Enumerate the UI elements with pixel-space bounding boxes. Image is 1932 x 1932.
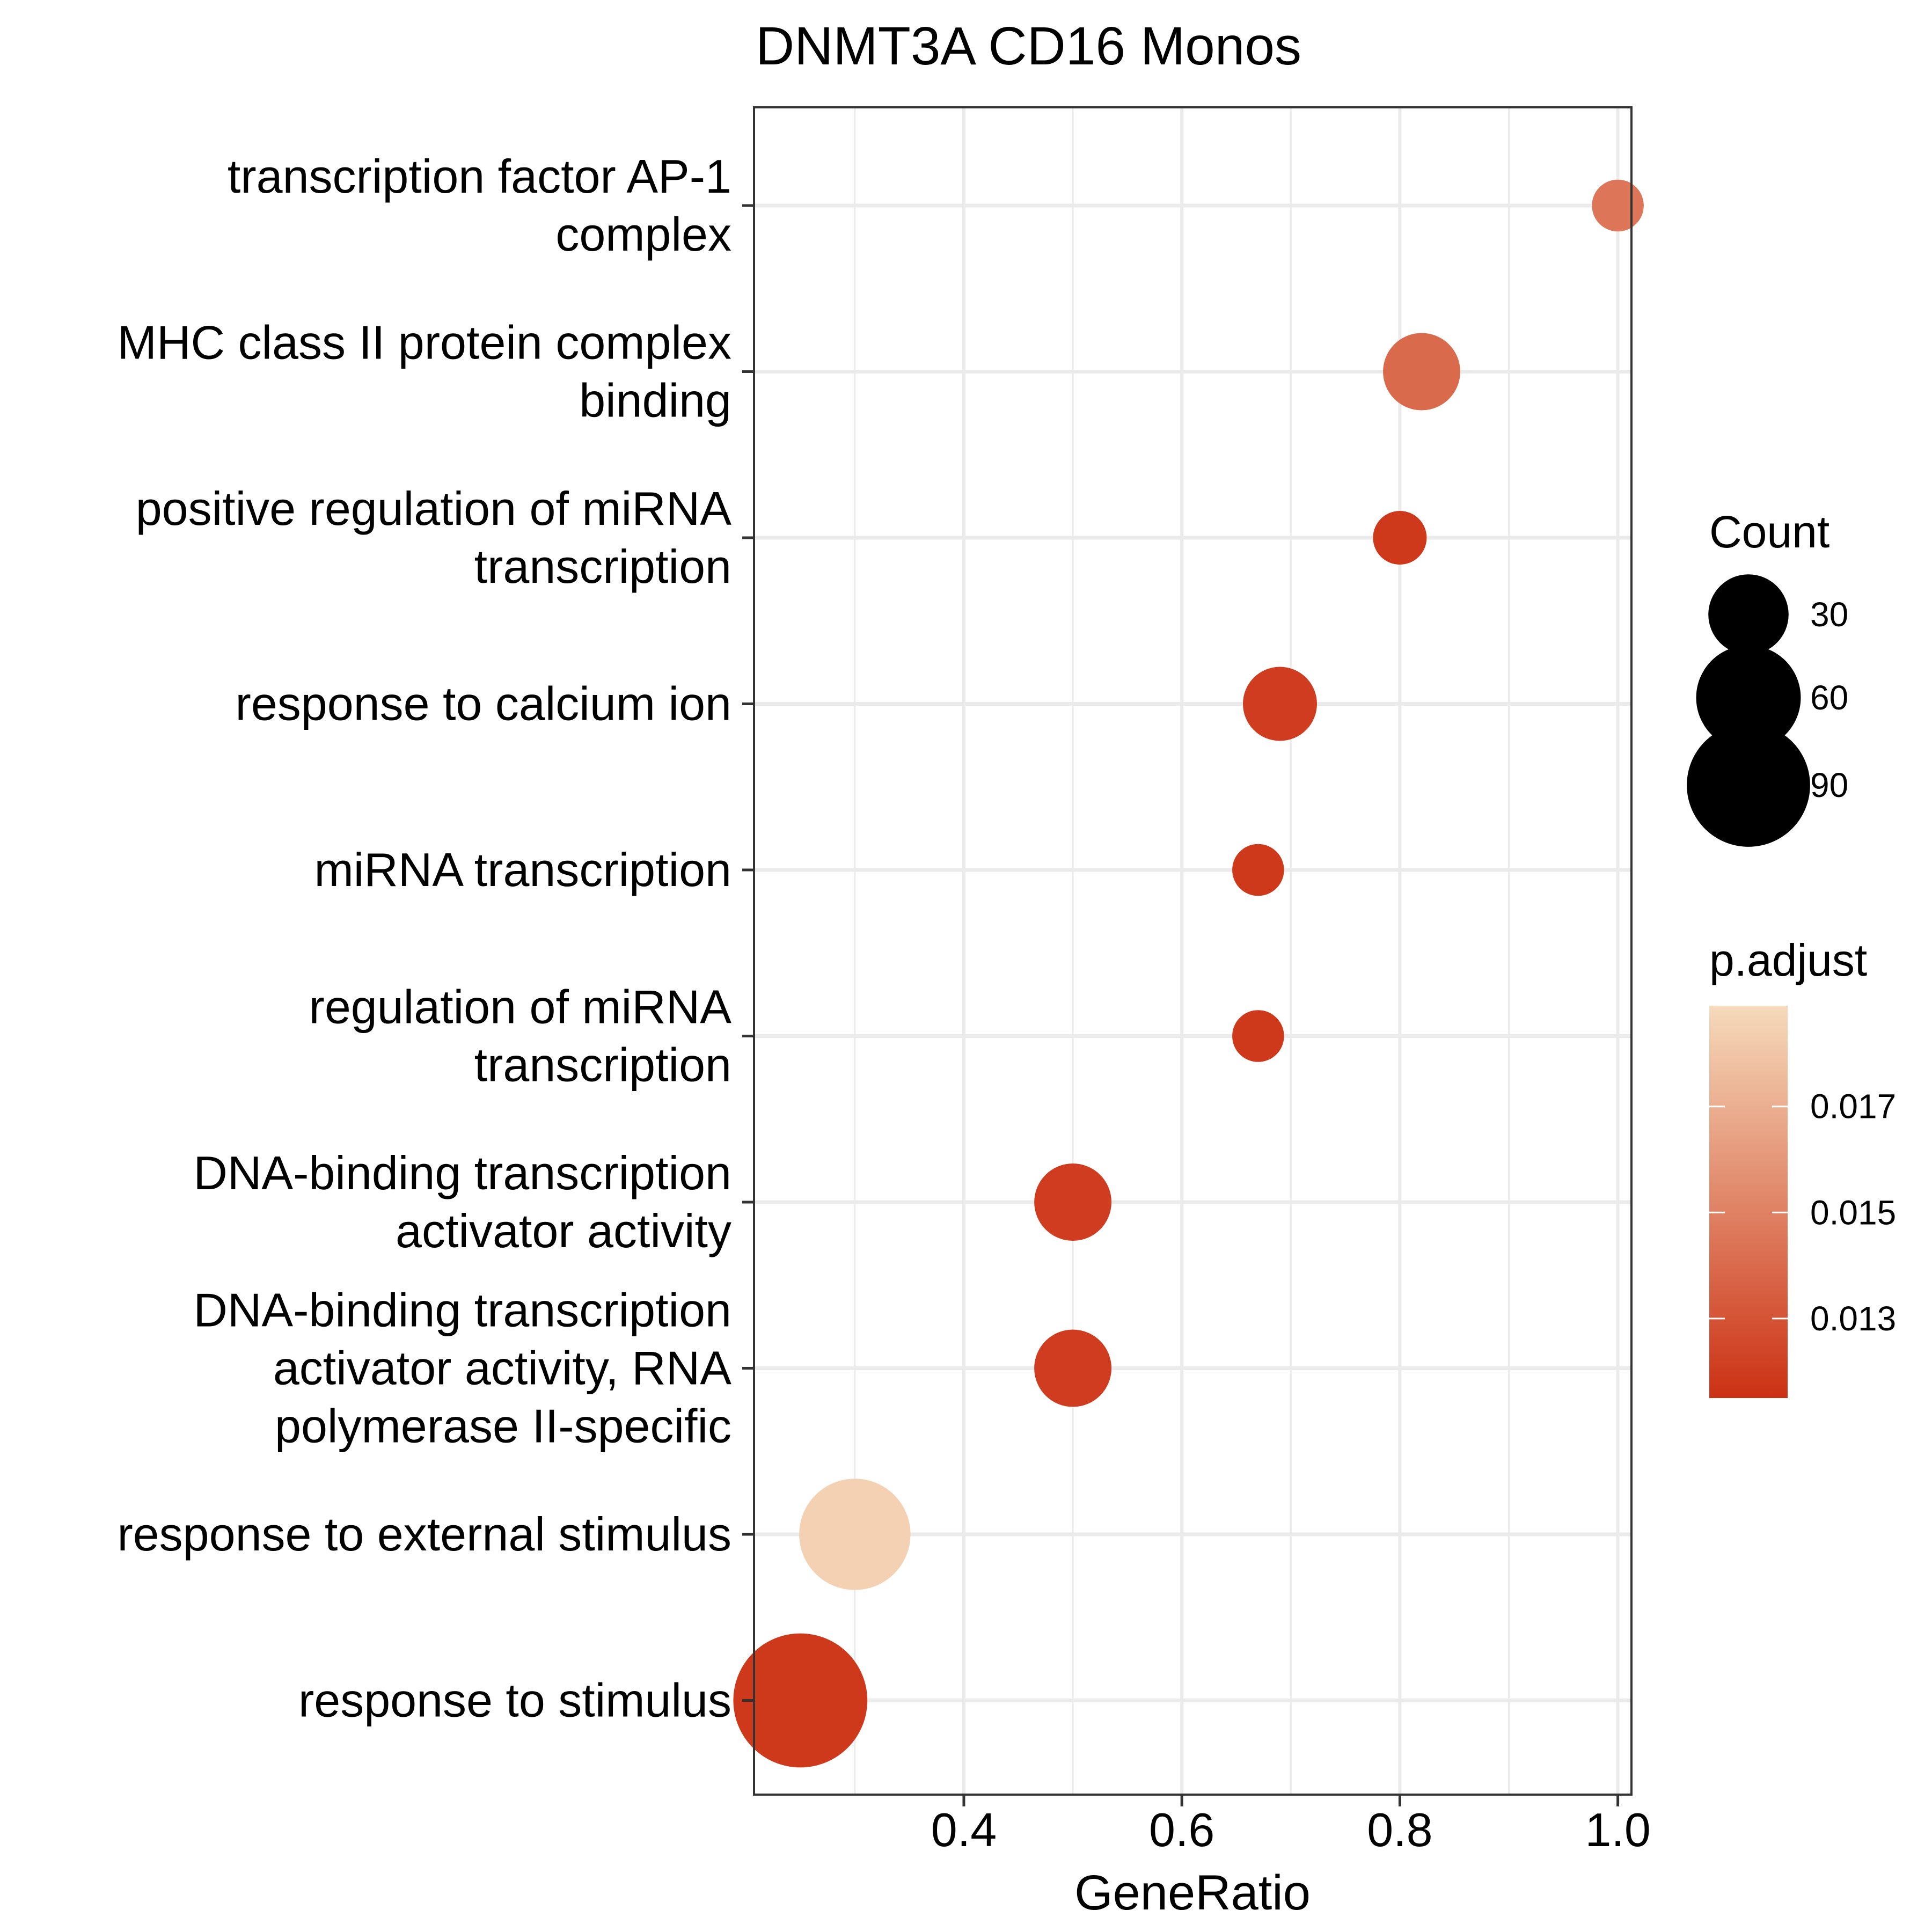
y-tick-label-line: transcription factor AP-1 (228, 150, 731, 203)
chart-title: DNMT3A CD16 Monos (756, 16, 1301, 76)
data-point (1232, 1010, 1284, 1062)
size-legend-label: 60 (1810, 678, 1848, 717)
x-tick-label: 0.4 (931, 1803, 997, 1856)
y-tick-label: miRNA transcription (314, 843, 731, 896)
y-tick-label-line: complex (555, 208, 731, 261)
plot-border (753, 106, 1633, 1796)
y-tick-label: response to stimulus (298, 1674, 731, 1727)
size-legend: Count 30 60 90 (1687, 507, 1848, 847)
y-tick-label: transcription factor AP-1 complex (228, 150, 731, 261)
data-point (1592, 179, 1644, 232)
data-point (1232, 844, 1284, 896)
size-legend-label: 30 (1810, 595, 1848, 634)
x-tick-label: 0.8 (1367, 1803, 1432, 1856)
data-point (1383, 333, 1460, 411)
y-tick-label-line: polymerase II-specific (275, 1400, 731, 1453)
y-tick-label: response to external stimulus (117, 1507, 731, 1561)
size-legend-label: 90 (1810, 766, 1848, 804)
y-tick-label-line: miRNA transcription (314, 843, 731, 896)
data-point (799, 1479, 911, 1590)
y-tick-label-line: activator activity, RNA (273, 1342, 731, 1395)
color-legend: p.adjust 0.013 0.015 0.017 (1709, 935, 1896, 1398)
data-point (1242, 667, 1317, 741)
data-point (1034, 1163, 1112, 1241)
y-tick-label: regulation of miRNA transcription (309, 980, 732, 1092)
y-tick-label-line: DNA-binding transcription (193, 1146, 731, 1199)
x-axis: 0.4 0.6 0.8 1.0 (931, 1795, 1651, 1856)
y-tick-label-line: response to external stimulus (117, 1507, 731, 1561)
y-tick-label: DNA-binding transcription activator activ… (193, 1146, 731, 1257)
color-legend-label: 0.017 (1810, 1087, 1896, 1126)
y-tick-label-line: response to calcium ion (236, 677, 731, 730)
y-tick-label: MHC class II protein complex binding (118, 316, 731, 427)
y-tick-label-line: DNA-binding transcription (193, 1284, 731, 1337)
y-tick-label: positive regulation of miRNA transcriptio… (136, 482, 732, 593)
y-tick-label: response to calcium ion (236, 677, 731, 730)
y-tick-label-line: binding (579, 374, 731, 427)
size-legend-key (1708, 574, 1789, 655)
y-tick-label-line: activator activity (396, 1204, 731, 1257)
y-tick-label-line: transcription (474, 1038, 731, 1092)
x-tick-label: 0.6 (1149, 1803, 1214, 1856)
color-legend-label: 0.015 (1810, 1193, 1896, 1232)
color-bar (1709, 1006, 1788, 1398)
data-point (1373, 511, 1427, 565)
x-axis-title: GeneRatio (1074, 1865, 1311, 1920)
size-legend-key (1687, 723, 1810, 847)
y-tick-label-line: positive regulation of miRNA (136, 482, 732, 535)
color-legend-title: p.adjust (1709, 935, 1867, 985)
size-legend-key (1696, 645, 1801, 750)
data-point (733, 1633, 868, 1768)
x-tick-label: 1.0 (1585, 1803, 1650, 1856)
y-tick-label-line: response to stimulus (298, 1674, 731, 1727)
y-axis: transcription factor AP-1 complex MHC clas… (117, 150, 754, 1727)
major-grid (754, 107, 1631, 1795)
size-legend-title: Count (1709, 507, 1829, 557)
y-tick-label-line: MHC class II protein complex (118, 316, 731, 369)
data-point (1034, 1329, 1112, 1407)
color-legend-label: 0.013 (1810, 1299, 1896, 1338)
y-tick-label-line: transcription (474, 540, 731, 593)
y-tick-label: DNA-binding transcription activator activ… (193, 1284, 731, 1453)
y-tick-label-line: regulation of miRNA (309, 980, 732, 1034)
